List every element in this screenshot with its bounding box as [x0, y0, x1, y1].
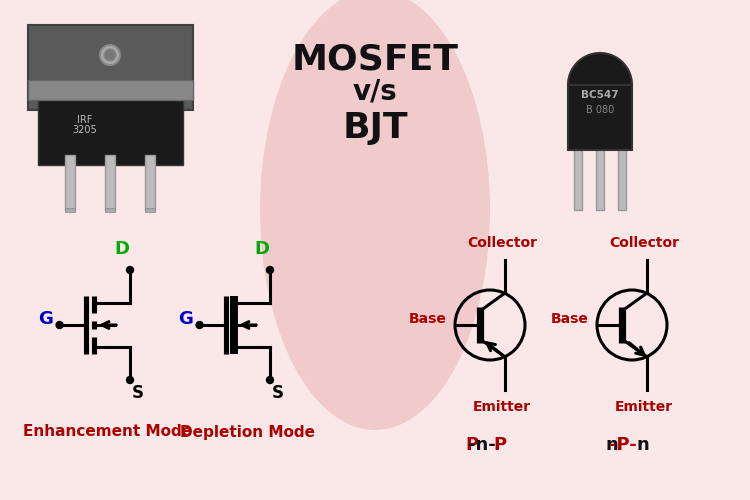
Text: P: P — [466, 436, 478, 454]
Text: Base: Base — [410, 312, 447, 326]
Text: D: D — [254, 240, 269, 258]
Text: D: D — [115, 240, 130, 258]
Ellipse shape — [260, 0, 490, 430]
Text: Depletion Mode: Depletion Mode — [181, 424, 316, 440]
Circle shape — [104, 49, 116, 61]
Circle shape — [100, 45, 120, 65]
Bar — [105, 155, 115, 210]
Text: Emitter: Emitter — [615, 400, 673, 414]
Text: IRF
3205: IRF 3205 — [73, 114, 98, 136]
Text: S: S — [132, 384, 144, 402]
Text: MOSFET: MOSFET — [292, 43, 458, 77]
Text: P: P — [494, 436, 506, 454]
Text: n: n — [606, 436, 618, 454]
Text: Collector: Collector — [467, 236, 537, 250]
Text: Emitter: Emitter — [473, 400, 531, 414]
Bar — [568, 85, 632, 150]
Bar — [65, 155, 75, 210]
Bar — [38, 95, 183, 165]
Text: Collector: Collector — [609, 236, 679, 250]
Text: G: G — [178, 310, 193, 328]
Text: G: G — [38, 310, 53, 328]
Text: B 080: B 080 — [586, 105, 614, 115]
Circle shape — [56, 322, 63, 328]
FancyBboxPatch shape — [28, 25, 193, 110]
Text: Base: Base — [551, 312, 589, 326]
Bar — [145, 155, 155, 210]
Circle shape — [266, 376, 274, 384]
Text: -n-: -n- — [468, 436, 496, 454]
Circle shape — [266, 266, 274, 274]
Bar — [596, 145, 604, 210]
Text: S: S — [272, 384, 284, 402]
Circle shape — [127, 376, 134, 384]
Text: BC547: BC547 — [581, 90, 619, 100]
Bar — [105, 208, 115, 212]
Text: v/s: v/s — [352, 78, 398, 106]
Bar — [65, 208, 75, 212]
Text: BJT: BJT — [342, 111, 408, 145]
Bar — [618, 145, 626, 210]
Text: n: n — [637, 436, 650, 454]
Bar — [574, 145, 582, 210]
Circle shape — [127, 266, 134, 274]
Bar — [145, 208, 155, 212]
Bar — [28, 80, 193, 100]
Circle shape — [196, 322, 203, 328]
Text: -P-: -P- — [609, 436, 637, 454]
Text: Enhancement Mode: Enhancement Mode — [23, 424, 193, 440]
